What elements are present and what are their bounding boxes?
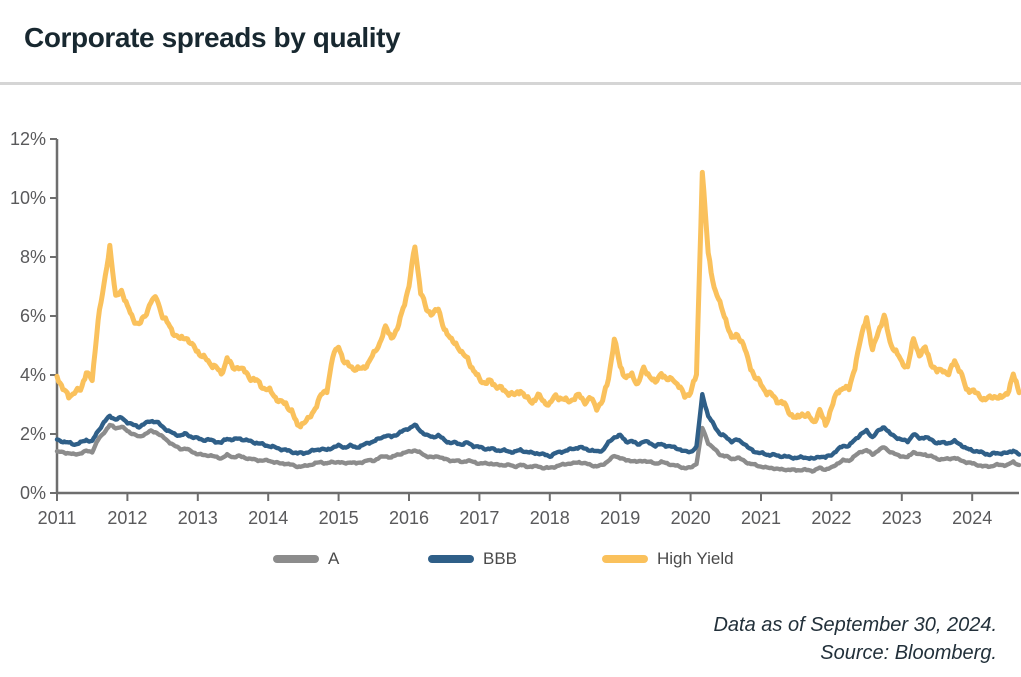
x-tick-label: 2014 xyxy=(248,508,288,528)
y-tick-label: 0% xyxy=(20,483,46,503)
y-tick-label: 6% xyxy=(20,306,46,326)
series-line-bbb xyxy=(54,392,1021,462)
legend-label-bbb: BBB xyxy=(483,549,518,568)
x-tick-label: 2021 xyxy=(741,508,781,528)
legend-swatch-high-yield xyxy=(602,555,648,563)
page-title: Corporate spreads by quality xyxy=(24,22,401,53)
x-tick-label: 2019 xyxy=(600,508,640,528)
legend-swatch-a xyxy=(273,555,319,563)
x-tick-label: 2016 xyxy=(389,508,429,528)
y-tick-label: 10% xyxy=(10,188,46,208)
x-tick-label: 2015 xyxy=(319,508,359,528)
title-divider xyxy=(0,82,1021,85)
y-tick-label: 12% xyxy=(10,129,46,149)
legend-item-high-yield: High Yield xyxy=(602,549,734,569)
x-tick-label: 2020 xyxy=(671,508,711,528)
legend-label-high-yield: High Yield xyxy=(657,549,734,568)
x-tick-label: 2024 xyxy=(952,508,992,528)
legend-label-a: A xyxy=(328,549,340,568)
x-tick-label: 2012 xyxy=(107,508,147,528)
legend-item-a: A xyxy=(273,549,339,569)
series-line-high-yield xyxy=(54,169,1021,430)
source-note: Source: Bloomberg. xyxy=(820,642,997,664)
x-tick-label: 2011 xyxy=(38,508,77,528)
x-tick-label: 2013 xyxy=(178,508,218,528)
series-line-a xyxy=(54,422,1021,474)
legend-swatch-bbb xyxy=(428,555,474,563)
y-tick-label: 4% xyxy=(20,365,46,385)
x-tick-label: 2017 xyxy=(459,508,499,528)
x-tick-label: 2018 xyxy=(530,508,570,528)
legend-item-bbb: BBB xyxy=(428,549,517,569)
y-tick-label: 8% xyxy=(20,247,46,267)
x-tick-label: 2022 xyxy=(811,508,851,528)
data-as-of-note: Data as of September 30, 2024. xyxy=(713,614,997,636)
x-tick-label: 2023 xyxy=(882,508,922,528)
chart-footer: Data as of September 30, 2024. Source: B… xyxy=(713,611,997,667)
chart-legend: A BBB High Yield xyxy=(0,549,1021,569)
y-tick-label: 2% xyxy=(20,424,46,444)
